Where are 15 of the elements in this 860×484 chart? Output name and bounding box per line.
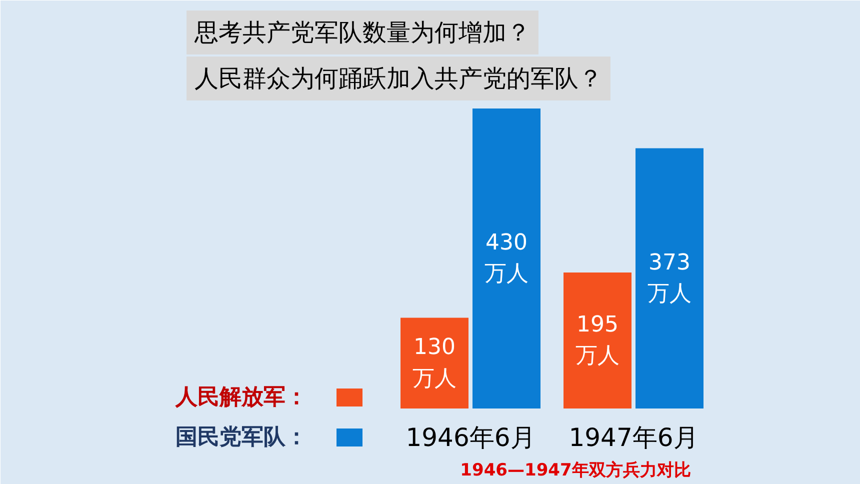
legend-label: 国民党军队：	[176, 425, 308, 450]
bar	[472, 108, 540, 408]
data-label: 130 万人	[412, 335, 456, 392]
x-tick-label: 1947年6月	[568, 423, 698, 452]
bar	[400, 318, 468, 408]
bar	[636, 148, 704, 408]
legend-label: 人民解放军：	[174, 385, 308, 410]
text: 1946—1947年双方兵力对比	[460, 460, 691, 480]
data-label: 430 万人	[484, 230, 528, 287]
bar	[564, 272, 632, 408]
chart-subtitle: 人民群众为何踊跃加入共产党的军队？	[194, 64, 602, 92]
data-label: 373 万人	[648, 250, 692, 307]
chart-title: 思考共产党军队数量为何增加？	[194, 18, 530, 46]
data-label: 195 万人	[576, 312, 620, 369]
x-tick-label: 1946年6月	[406, 423, 536, 452]
